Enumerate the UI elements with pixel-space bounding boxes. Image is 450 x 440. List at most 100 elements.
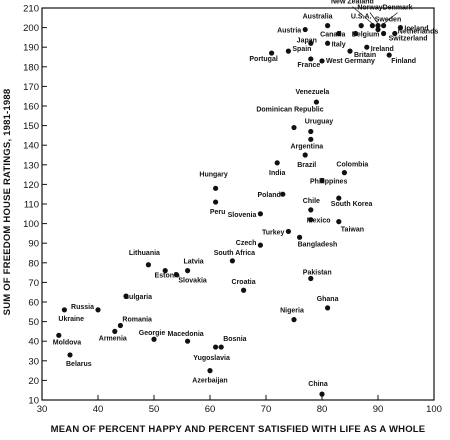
data-point-label: Austria <box>277 28 301 35</box>
y-tick-label: 80 <box>28 258 39 269</box>
data-point-label: Portugal <box>249 56 277 63</box>
data-point <box>213 199 219 205</box>
data-point-label: Mexico <box>307 218 331 225</box>
data-point-label: Azerbaijan <box>192 378 227 385</box>
data-point <box>392 30 398 37</box>
data-point-label: Colombia <box>336 162 368 169</box>
data-point-label: Nigeria <box>280 308 304 315</box>
data-point-label: Taiwan <box>341 227 364 234</box>
data-point <box>257 242 263 248</box>
data-point-label: Peru <box>210 209 226 216</box>
data-point-label: Belarus <box>66 361 92 368</box>
data-point-label: Poland <box>257 192 280 199</box>
data-point <box>358 23 364 29</box>
data-point-label: France <box>297 62 320 69</box>
data-point-label: Argentina <box>290 143 323 150</box>
data-point <box>325 40 331 46</box>
y-tick-label: 130 <box>23 160 39 171</box>
y-axis-title: SUM OF FREEDOM HOUSE RATINGS, 1981-1988 <box>2 89 13 316</box>
data-point-label: Finland <box>391 58 416 65</box>
data-point <box>369 23 375 29</box>
y-tick-label: 210 <box>23 4 39 15</box>
data-point-label: Spain <box>292 46 311 53</box>
data-point-label: Lithuania <box>129 250 160 257</box>
data-point <box>112 328 118 334</box>
data-point-label: Canada <box>320 31 345 38</box>
data-point-label: Japan <box>297 37 317 44</box>
data-point-label: Italy <box>332 41 346 48</box>
x-axis: 30 40 50 60 70 80 90 100 <box>37 395 442 415</box>
data-point-label: Netherlands <box>398 28 439 35</box>
x-tick-label: 60 <box>205 404 216 415</box>
y-tick-label: 110 <box>24 200 39 211</box>
data-point <box>213 185 219 191</box>
x-tick-label: 70 <box>261 404 272 415</box>
data-point-label: Ukraine <box>58 316 84 323</box>
y-tick-label: 100 <box>23 219 39 230</box>
data-point-label: Philippines <box>310 178 347 185</box>
data-point <box>341 170 347 176</box>
data-point <box>347 48 353 54</box>
data-point <box>123 293 129 299</box>
data-point <box>257 211 263 217</box>
data-point <box>308 136 314 142</box>
y-tick-label: 190 <box>23 43 39 54</box>
data-point-label: Venezuela <box>295 89 329 96</box>
x-tick-label: 80 <box>317 404 328 415</box>
data-point <box>285 48 291 54</box>
data-point <box>319 391 325 397</box>
data-point <box>218 344 224 350</box>
data-point <box>269 50 275 56</box>
data-point-label: Croatia <box>232 279 256 286</box>
data-point <box>375 23 381 29</box>
leader-line <box>369 12 379 24</box>
data-point <box>207 368 213 374</box>
data-point-label: Czech <box>236 240 257 247</box>
data-point <box>325 23 331 29</box>
data-point-label: New Zealand <box>331 0 374 6</box>
y-tick-label: 160 <box>23 102 39 113</box>
y-tick-label: 20 <box>28 376 39 387</box>
data-point-label: U.S.A. <box>351 14 372 21</box>
x-tick-label: 40 <box>93 404 104 415</box>
y-tick-label: 150 <box>23 121 39 132</box>
leader-line <box>383 12 398 24</box>
x-tick-label: 100 <box>426 404 442 415</box>
data-point <box>308 275 314 282</box>
data-point <box>285 228 291 235</box>
data-point-label: Chile <box>303 198 320 205</box>
data-point-label: Norway <box>357 5 382 12</box>
data-point-label: Belgium <box>352 31 380 38</box>
data-point <box>302 26 308 33</box>
data-point-label: Romania <box>122 317 152 324</box>
x-tick-label: 50 <box>149 404 160 415</box>
data-point-label: Iceland <box>404 26 428 33</box>
data-point <box>185 268 191 274</box>
y-tick-label: 10 <box>28 396 39 407</box>
data-point <box>336 219 342 225</box>
y-tick-label: 170 <box>23 82 39 93</box>
data-point-label: Armenia <box>99 335 127 342</box>
data-point <box>185 338 191 344</box>
data-point <box>336 30 342 37</box>
data-point-label: West Germany <box>326 58 375 65</box>
y-tick-label: 50 <box>28 317 39 328</box>
data-point-label: Dominican Republic <box>256 107 323 114</box>
data-point <box>173 271 179 278</box>
y-tick-label: 90 <box>28 239 39 250</box>
data-point <box>308 40 314 46</box>
data-point-label: India <box>269 170 285 177</box>
data-point <box>375 26 381 33</box>
data-point <box>95 307 101 313</box>
y-tick-label: 140 <box>23 141 39 152</box>
data-point-label: Estonia <box>155 273 180 280</box>
data-point-label: Slovenia <box>228 212 257 219</box>
x-axis-title: MEAN OF PERCENT HAPPY AND PERCENT SATISF… <box>51 424 426 435</box>
data-point <box>297 234 303 240</box>
data-point <box>61 307 67 313</box>
data-point-label: Bosnia <box>223 336 246 343</box>
data-point <box>381 30 387 37</box>
data-point-label: Latvia <box>183 259 203 266</box>
data-point <box>397 25 403 31</box>
